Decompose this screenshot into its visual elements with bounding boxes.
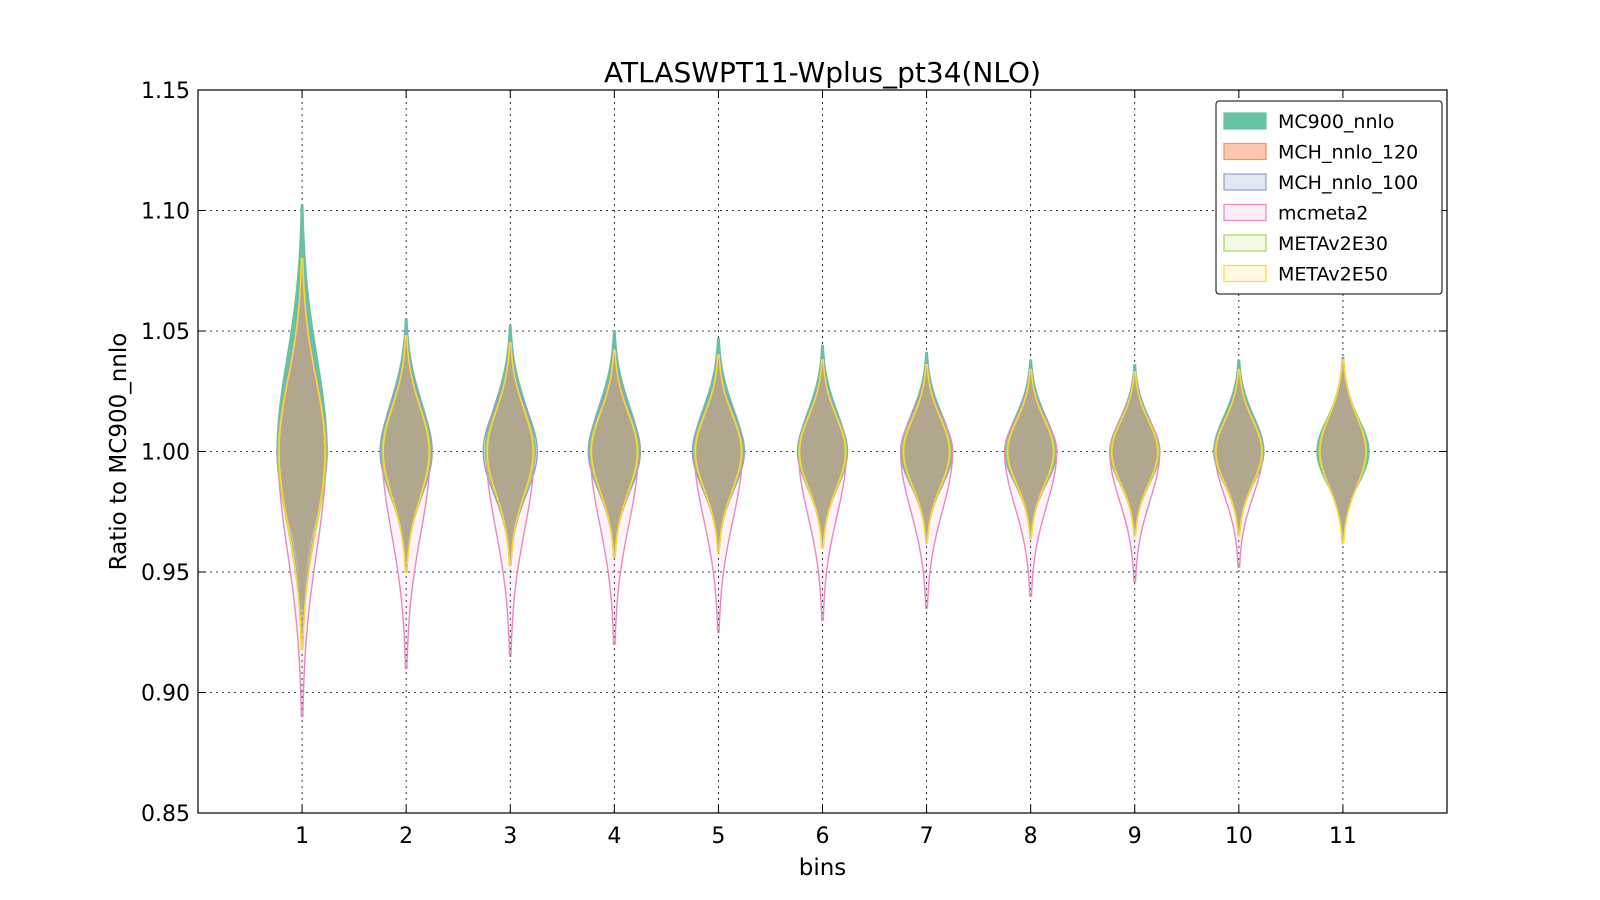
y-tick-label: 1.00	[141, 441, 190, 466]
chart-title: ATLASWPT11-Wplus_pt34(NLO)	[604, 56, 1041, 89]
violin-METAv2E50-bin-6	[798, 359, 847, 549]
legend-swatch	[1223, 234, 1267, 252]
legend: MC900_nnlo MCH_nnlo_120 MCH_nnlo_100mcmeta…	[1215, 100, 1443, 295]
x-tick-label: 8	[1024, 824, 1038, 849]
legend-entry-label: METAv2E30	[1278, 233, 1388, 255]
y-tick-label: 1.15	[141, 79, 190, 104]
violin-MCH_nnlo_100-bin-4	[587, 344, 642, 556]
y-tick-label: 1.10	[141, 200, 190, 225]
violins	[276, 204, 1370, 718]
violin-MCH_nnlo_100-bin-7	[899, 361, 954, 542]
violin-METAv2E50-bin-5	[694, 354, 743, 554]
violin-METAv2E50-bin-8	[1007, 368, 1055, 539]
x-tick-label: 4	[607, 824, 621, 849]
y-tick-label: 0.90	[141, 682, 190, 707]
legend-swatch	[1223, 112, 1267, 130]
violin-METAv2E50-bin-1	[278, 258, 326, 650]
x-tick-label: 3	[503, 824, 517, 849]
x-tick-label: 9	[1128, 824, 1142, 849]
y-tick-label: 1.05	[141, 320, 190, 345]
legend-entry-label: MCH_nnlo_100	[1278, 172, 1418, 194]
violin-METAv2E50-bin-7	[902, 364, 951, 544]
legend-swatch	[1223, 173, 1267, 191]
series-mcmeta2	[277, 270, 1367, 718]
y-tick-label: 0.85	[141, 802, 190, 827]
x-tick-label: 6	[816, 824, 830, 849]
violin-METAv2E50-bin-4	[590, 349, 638, 559]
legend-swatch	[1223, 142, 1267, 161]
x-tick-label: 11	[1329, 824, 1357, 849]
x-tick-label: 5	[711, 824, 725, 849]
legend-swatch	[1223, 203, 1267, 222]
x-tick-label: 7	[920, 824, 934, 849]
legend-frame	[1215, 100, 1443, 295]
legend-entry-label: METAv2E50	[1278, 264, 1388, 286]
x-axis-title: bins	[799, 855, 847, 881]
y-axis-title: Ratio to MC900_nnlo	[106, 333, 132, 571]
series-MCH_nnlo_100	[276, 262, 1367, 633]
x-tick-label: 1	[295, 824, 309, 849]
violin-METAv2E50-bin-3	[486, 342, 534, 566]
violin-MCH_nnlo_100-bin-2	[379, 330, 433, 568]
axis-ticks: 0.85 0.90 0.95 1.00 1.05 1.10 1.15 1 2 3 4 5 6 7 8 9 10 1…	[141, 79, 1447, 849]
violin-MCH_nnlo_100-bin-5	[691, 351, 746, 552]
legend-entry-label: MCH_nnlo_120	[1278, 142, 1418, 164]
x-tick-label: 2	[399, 824, 413, 849]
violin-METAv2E50-bin-10	[1215, 368, 1263, 537]
violin-METAv2E50-bin-11	[1319, 359, 1367, 544]
violin-METAv2E50-bin-9	[1111, 371, 1159, 537]
y-tick-label: 0.95	[141, 561, 190, 586]
violin-MCH_nnlo_100-bin-8	[1003, 366, 1058, 537]
series-METAv2E50	[278, 258, 1367, 650]
legend-swatch	[1223, 264, 1267, 283]
legend-entry-label: MC900_nnlo	[1278, 111, 1394, 133]
x-tick-label: 10	[1225, 824, 1253, 849]
violin-METAv2E50-bin-2	[382, 335, 430, 573]
legend-entry-label: mcmeta2	[1278, 203, 1368, 225]
violin-MCH_nnlo_100-bin-3	[482, 339, 539, 564]
